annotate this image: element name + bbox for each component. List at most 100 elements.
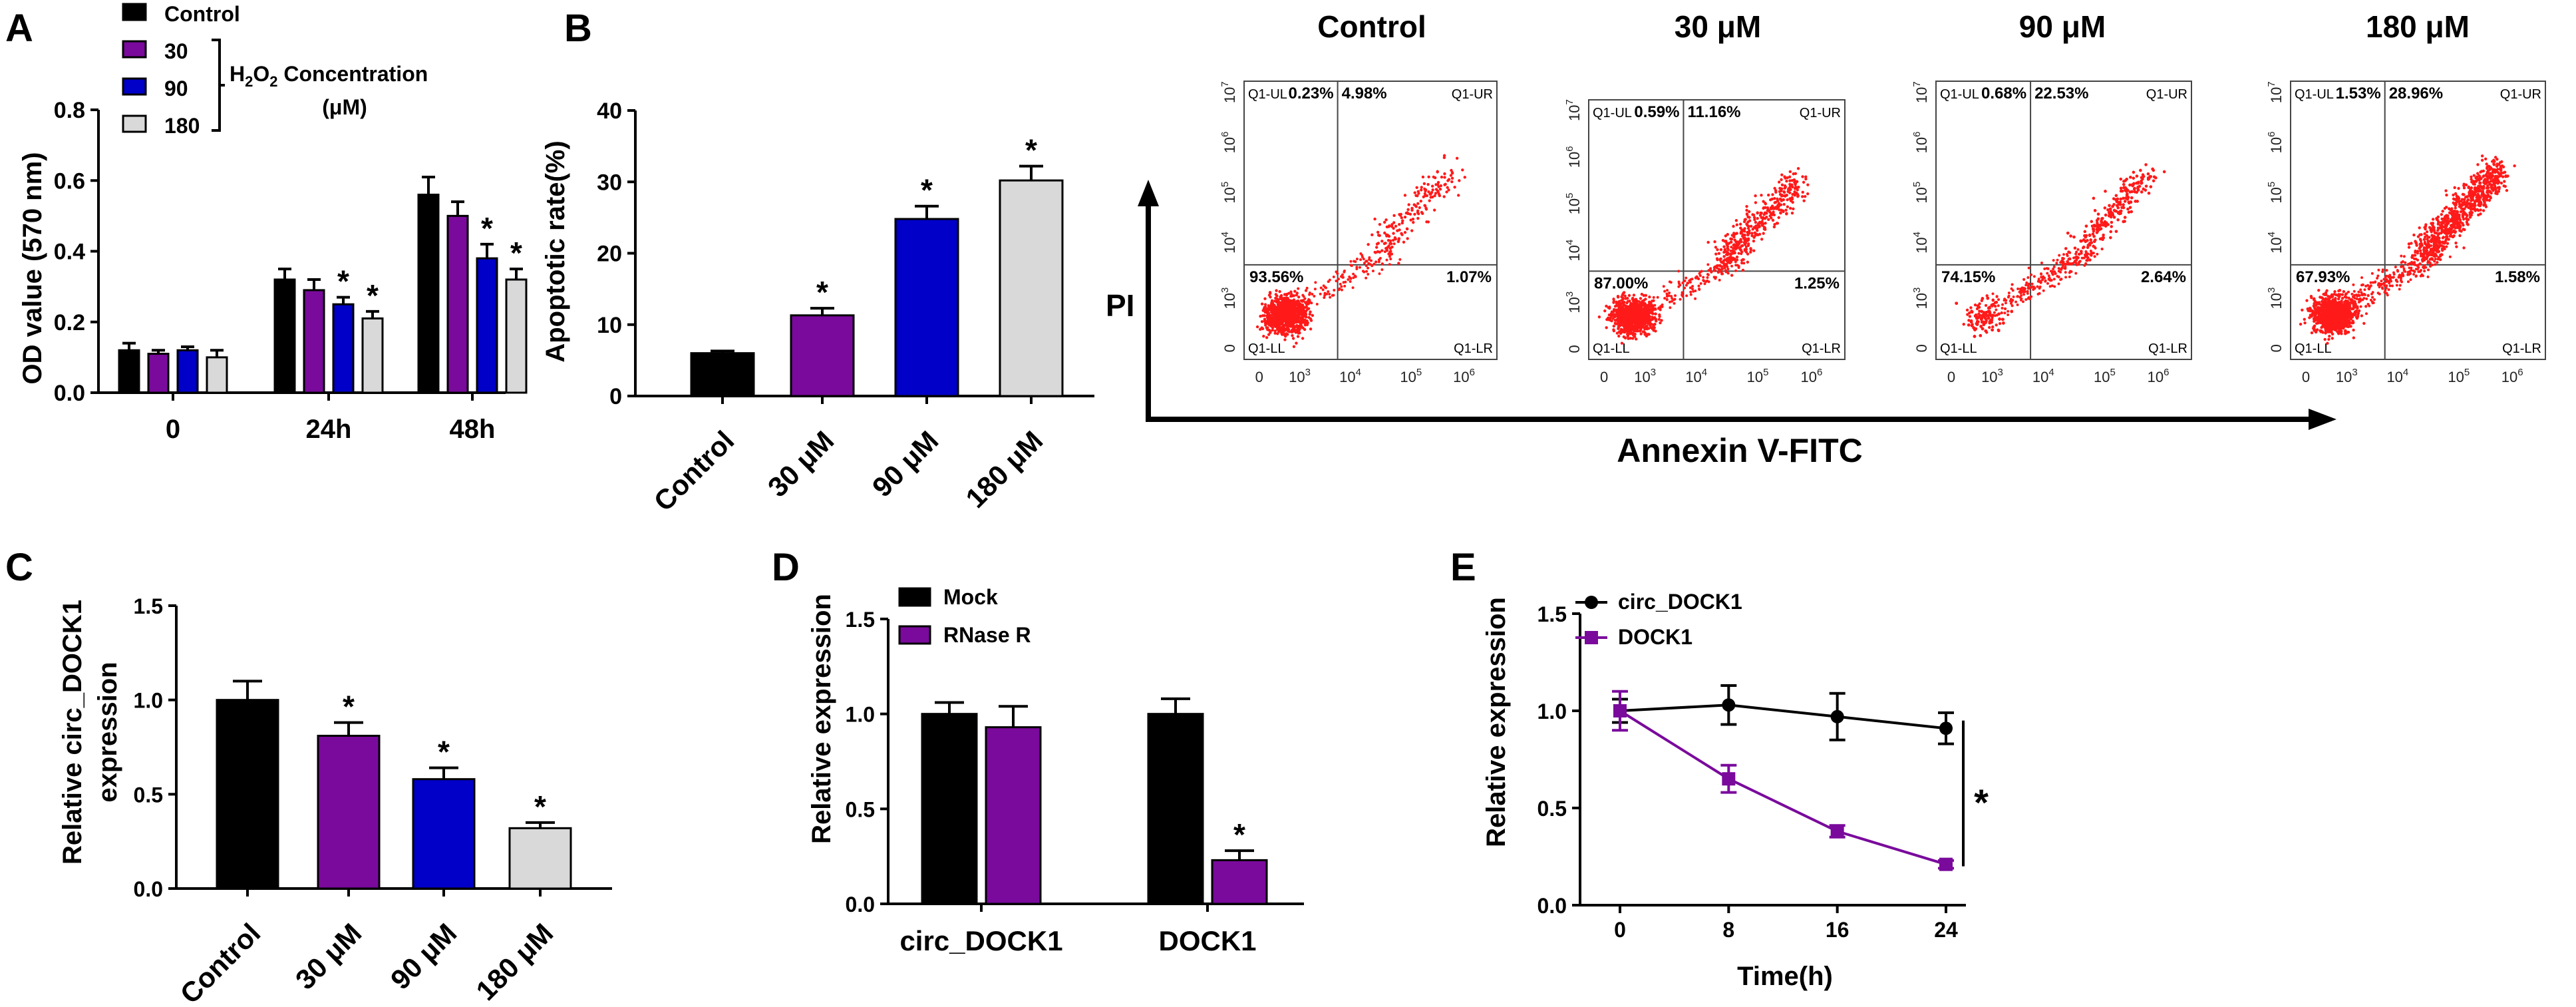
flow-dot (1637, 315, 1640, 318)
flow-dot (1967, 323, 1971, 327)
flow-dot (1426, 182, 1430, 186)
flow-dot (1291, 333, 1294, 337)
flow-dot (1420, 186, 1423, 189)
flow-dot (1443, 176, 1446, 179)
flow-dot (1735, 256, 1739, 259)
flow-dot (1955, 302, 1958, 305)
flow-dot (1760, 220, 1764, 224)
flow-dot (1327, 290, 1330, 294)
flow-dot (1355, 258, 1359, 261)
flow-dot (1806, 192, 1810, 196)
panel-a-bar (505, 278, 528, 394)
flow-dot (2305, 299, 2309, 302)
flow-xtick-label: 106 (2148, 367, 2170, 385)
flow-dot (2046, 272, 2049, 275)
flow-dot (2092, 196, 2096, 200)
flow-dot (1630, 303, 1634, 307)
flow-dot (1371, 270, 1374, 273)
flow-dot (1771, 193, 1774, 196)
flow-dot (2092, 234, 2096, 238)
flow-dot (2022, 278, 2026, 281)
flow-dot (1262, 335, 1265, 338)
flow-dot (2132, 182, 2136, 185)
flow-dot (1649, 326, 1653, 329)
flow-dot (2084, 236, 2087, 239)
flow-dot (1726, 268, 1730, 271)
flow-dot (2147, 192, 2151, 195)
flow-quadrant-name: Q1-LR (1802, 341, 1841, 356)
flow-dot (1788, 191, 1792, 194)
flow-dot (2114, 230, 2118, 233)
flow-dot (1449, 174, 1453, 177)
flow-dot (1455, 156, 1459, 160)
flow-dot (1754, 224, 1758, 228)
flow-ytick-label: 0 (2268, 344, 2285, 352)
flow-dot (1625, 301, 1629, 305)
flow-dot (1617, 334, 1621, 338)
flow-dot (1786, 205, 1790, 208)
flow-dot (1383, 250, 1386, 254)
flow-pct-ul: 0.59% (1634, 103, 1679, 121)
flow-dot (1283, 334, 1287, 338)
panel-label-c: C (5, 546, 33, 589)
flow-ytick-exp: 5 (2266, 182, 2277, 187)
flow-dot (2053, 285, 2056, 288)
flow-dot (2027, 296, 2030, 300)
flow-dot (1352, 272, 1355, 276)
flow-dot (1423, 194, 1427, 198)
flow-dot (1621, 308, 1624, 311)
flow-dot (2124, 179, 2127, 182)
flow-dot (2099, 227, 2103, 230)
flow-dot (1349, 277, 1353, 280)
flow-dot (1703, 282, 1706, 286)
flow-dot (1730, 264, 1734, 268)
flow-dot (1716, 248, 1719, 252)
flow-dot (1741, 233, 1745, 236)
flow-dot (2043, 267, 2046, 270)
flow-dot (1603, 309, 1607, 313)
flow-dot (1629, 336, 1632, 340)
flow-dot (1308, 312, 1312, 316)
flow-quadrant-name: Q1-LR (2148, 341, 2187, 356)
flow-dot (1780, 199, 1783, 202)
flow-dot (1652, 325, 1655, 328)
flow-dot (1637, 300, 1641, 303)
flow-dot (1762, 206, 1766, 210)
flow-dot (2001, 317, 2005, 321)
flow-dot (1416, 190, 1420, 193)
flow-dot (2011, 289, 2014, 292)
flow-xtick-exp: 6 (2164, 367, 2169, 378)
flow-dot (1642, 330, 1646, 333)
flow-dot (1736, 258, 1739, 262)
flow-dot (2091, 232, 2095, 236)
flow-dot (1301, 321, 1304, 324)
flow-dot (1605, 317, 1609, 321)
flow-dot (1414, 194, 1418, 198)
panel-label-a: A (5, 7, 33, 50)
flow-dot (1689, 290, 1692, 294)
flow-dot (1406, 208, 1410, 212)
flow-dot (2080, 252, 2083, 255)
legend-unit: (μM) (322, 95, 367, 119)
flow-dot (1285, 313, 1288, 316)
flow-dot (2138, 184, 2142, 188)
flow-dot (1267, 333, 1271, 336)
flow-dot (1782, 190, 1786, 194)
flow-dot (2095, 219, 2099, 222)
flow-xtick-exp: 5 (2464, 367, 2470, 378)
flow-dot (1777, 202, 1781, 205)
flow-dot (1384, 233, 1388, 236)
panel-label-b: B (564, 7, 592, 50)
flow-dot (2007, 296, 2010, 299)
panel-b-ytick-label: 0 (609, 384, 622, 409)
flow-dot (1685, 276, 1688, 280)
flow-dot (1691, 285, 1694, 288)
flow-dot (1402, 240, 1406, 244)
flow-dot (2079, 240, 2083, 243)
flow-dot (1388, 263, 1391, 266)
flow-ytick-label: 0 (1221, 344, 1238, 352)
flow-dot (1633, 317, 1637, 320)
flow-dot (1430, 184, 1434, 188)
flow-dot (2105, 221, 2108, 225)
flow-dot (1740, 261, 1744, 265)
